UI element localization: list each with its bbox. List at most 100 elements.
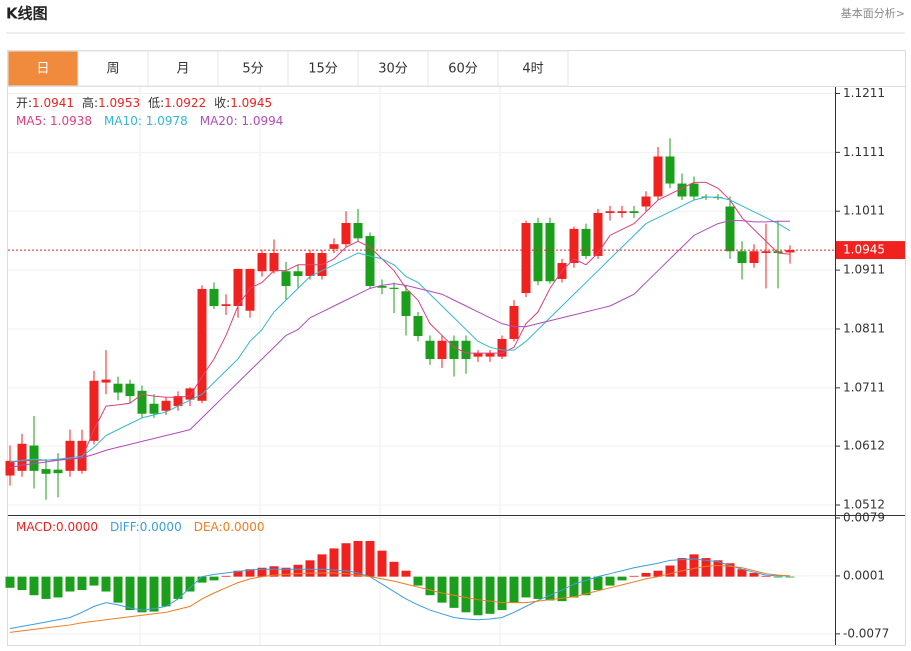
tab[interactable] <box>287 50 359 87</box>
candle-body <box>293 271 303 276</box>
macd-bar <box>161 576 171 607</box>
candle-body <box>665 156 675 184</box>
candle-body <box>737 251 747 264</box>
last-price-label: 1.0945 <box>843 243 885 257</box>
macd-bar <box>293 564 303 577</box>
candle-body <box>569 228 579 264</box>
macd-bar <box>401 570 411 577</box>
candle-body <box>221 304 231 307</box>
indicator-line <box>9 196 791 463</box>
macd-bar <box>209 576 219 581</box>
macd-bar <box>221 575 231 577</box>
tab-label[interactable]: 周 <box>106 62 119 77</box>
candle-body <box>761 251 771 254</box>
y-tick-label: 0.0001 <box>843 568 885 582</box>
macd-bar <box>509 576 519 603</box>
macd-bar <box>329 548 339 577</box>
y-tick-label: 1.1111 <box>843 145 885 159</box>
tab[interactable] <box>427 50 499 87</box>
info-label: 低: <box>148 96 164 110</box>
info-label: 高: <box>82 95 98 110</box>
tab-label[interactable]: 月 <box>176 62 189 77</box>
macd-bar <box>461 576 471 613</box>
macd-bar <box>485 576 495 614</box>
macd-bar <box>773 576 783 578</box>
macd-bar <box>77 576 87 591</box>
macd-bar <box>29 576 39 596</box>
macd-bar <box>617 576 627 581</box>
candle-body <box>389 287 399 289</box>
macd-bar <box>521 576 531 598</box>
legend-entry: MA10: 1.0978 <box>104 114 188 128</box>
tab-label[interactable]: 5分 <box>242 62 263 77</box>
macd-bar <box>101 576 111 592</box>
macd-bar <box>569 576 579 598</box>
y-tick-label: -0.0077 <box>843 626 889 640</box>
candle-body <box>473 353 483 357</box>
macd-bar <box>353 541 363 577</box>
macd-bar <box>149 576 159 612</box>
candle-body <box>137 390 147 414</box>
candle-body <box>593 212 603 256</box>
last-price-tag <box>836 241 905 260</box>
macd-bar <box>41 576 51 599</box>
candle-body <box>365 235 375 286</box>
macd-bar <box>65 576 75 592</box>
analysis-link[interactable]: 基本面分析> <box>841 6 905 20</box>
candle-body <box>533 222 543 282</box>
info-label: 开: <box>16 96 32 110</box>
candle-body <box>41 469 51 474</box>
tab-label[interactable]: 15分 <box>308 62 338 77</box>
indicator-line <box>9 565 791 633</box>
macd-bar <box>737 569 747 577</box>
macd-bar <box>581 576 591 596</box>
tab[interactable] <box>217 50 289 87</box>
macd-bar <box>557 576 567 602</box>
tab-label[interactable]: 60分 <box>448 62 478 77</box>
candle-body <box>485 353 495 357</box>
y-tick-label: 1.0711 <box>843 380 885 394</box>
candle-body <box>773 251 783 254</box>
candle-body <box>545 222 555 282</box>
macd-bar <box>629 575 639 577</box>
candle-body <box>185 388 195 400</box>
candle-body <box>437 340 447 359</box>
tab[interactable] <box>147 50 219 87</box>
candle-body <box>497 338 507 357</box>
legend-entry: MA5: 1.0938 <box>16 114 92 128</box>
tab-label[interactable]: 4时 <box>522 62 543 77</box>
legend-entry: MA20: 1.0994 <box>200 114 284 128</box>
y-tick-label: 0.0079 <box>843 510 885 524</box>
macd-bar <box>305 560 315 577</box>
candle-body <box>113 383 123 393</box>
macd-bar <box>425 576 435 596</box>
macd-bar <box>545 576 555 601</box>
macd-bar <box>665 565 675 577</box>
macd-bar <box>677 558 687 577</box>
tab[interactable] <box>357 50 429 87</box>
y-tick-label: 1.1011 <box>843 204 885 218</box>
candle-body <box>461 340 471 359</box>
tab-label[interactable]: 30分 <box>378 62 408 77</box>
indicator-line <box>9 558 790 630</box>
candle-body <box>605 211 615 213</box>
ohlc-info: 开:1.0941 高:1.0953 低:1.0922 收:1.0945 <box>16 95 272 110</box>
macd-bar <box>437 576 447 603</box>
macd-bar <box>317 554 327 577</box>
candle-body <box>269 253 279 272</box>
tab-label[interactable]: 日 <box>36 62 49 77</box>
macd-bar <box>473 576 483 616</box>
macd-bar <box>689 554 699 577</box>
macd-bar <box>785 576 795 578</box>
tab[interactable] <box>497 50 569 87</box>
tab[interactable] <box>7 50 79 87</box>
candle-body <box>629 211 639 213</box>
candle-body <box>653 156 663 197</box>
candle-body <box>509 306 519 339</box>
ma-legend: MA5: 1.0938 MA10: 1.0978 MA20: 1.0994 <box>16 114 283 128</box>
candle-body <box>281 271 291 286</box>
y-tick-label: 1.0911 <box>843 263 885 277</box>
macd-bar <box>713 560 723 577</box>
candle-body <box>209 288 219 307</box>
macd-bar <box>761 575 771 577</box>
